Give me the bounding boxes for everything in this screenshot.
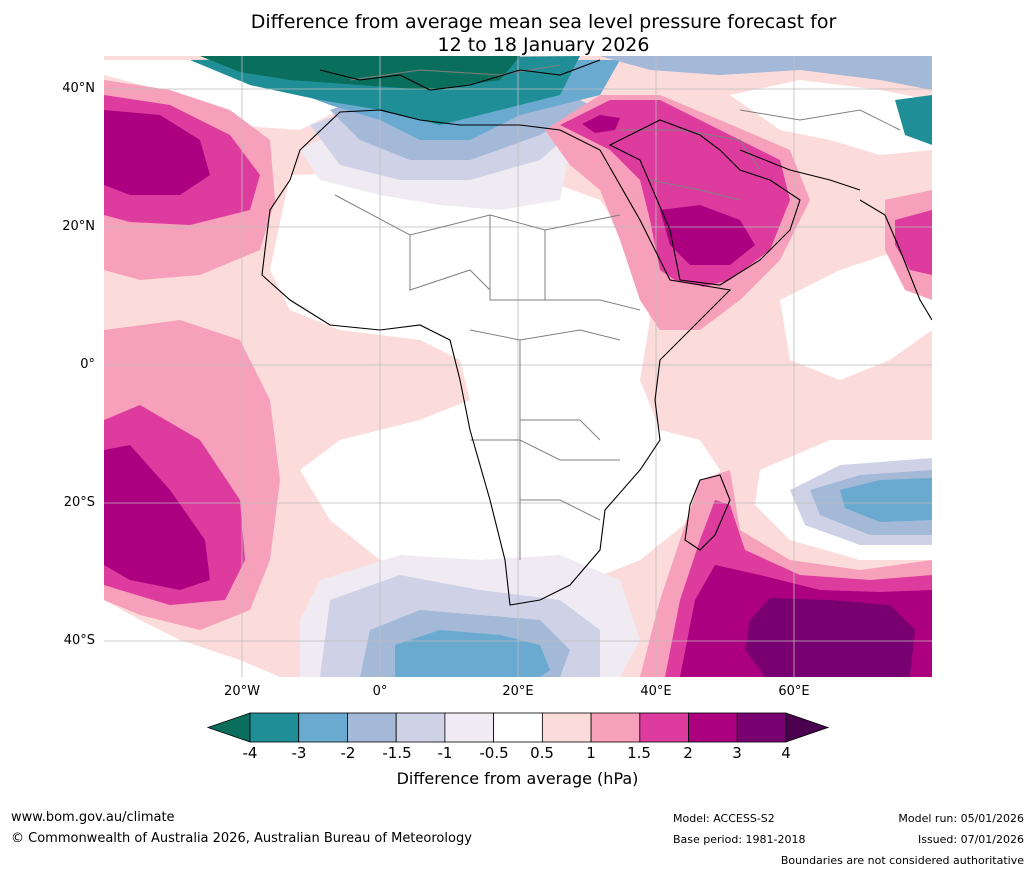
coastline-iran (739, 149, 861, 191)
colorbar-tick: 1 (586, 744, 596, 762)
border-central (469, 329, 621, 341)
country-borders (334, 64, 901, 560)
border-sudan (545, 299, 641, 311)
footer-model: Model: ACCESS-S2 (673, 812, 775, 825)
lon-label-0: 0° (372, 684, 388, 699)
contour-neg-2-south (395, 630, 550, 677)
border-botswana (520, 499, 601, 521)
contour-pos-2-levant (582, 115, 620, 133)
footer-issued: Issued: 07/01/2026 (917, 833, 1024, 846)
lat-label-40N: 40°N (62, 81, 95, 96)
contour-pos-2-south-atlantic (104, 445, 210, 590)
colorbar-tick: -1 (437, 744, 453, 762)
contour-neg-2-south-indian (840, 478, 932, 522)
contour-neg-4-europe (200, 56, 520, 90)
colorbar-segment (590, 712, 641, 743)
colorbar-segment (444, 712, 495, 743)
contour-white-south-atlantic (104, 600, 280, 677)
border-drc (519, 340, 601, 441)
colorbar-extend-low (206, 712, 251, 743)
colorbar-segment (298, 712, 348, 743)
colorbar-segment (736, 712, 787, 743)
border-angola-zambia (470, 439, 620, 461)
border-iran (739, 109, 901, 131)
contour-white-africa (270, 170, 720, 590)
contour-pos-1-horn (640, 280, 720, 330)
lon-label-20W: 20°W (224, 684, 260, 699)
colorbar-segment (688, 712, 738, 743)
colorbar-segment (347, 712, 397, 743)
contour-pos-1.5-india (895, 210, 932, 275)
border-chad (489, 215, 546, 301)
chart-title-line-2: 12 to 18 January 2026 (437, 34, 650, 56)
contour-white-central-asia (730, 80, 932, 155)
colorbar-tick: 0.5 (530, 744, 554, 762)
contour-pos-2-north-atlantic (104, 110, 210, 195)
border-europe (349, 64, 561, 81)
footer-model-run: Model run: 05/01/2026 (898, 812, 1024, 825)
colorbar-tick: 2 (683, 744, 693, 762)
border-sahel-west (409, 235, 491, 291)
colorbar-tick: -1.5 (382, 744, 412, 762)
border-arabia (649, 179, 741, 201)
colorbar-title: Difference from average (hPa) (396, 769, 639, 788)
lon-label-40E: 40°E (640, 684, 672, 699)
contour-white-india (780, 250, 932, 380)
colorbar-segment (395, 712, 446, 743)
lat-label-20S: 20°S (63, 495, 95, 510)
chart-title-line-1: Difference from average mean sea level p… (250, 11, 837, 33)
contour-pos-2-arabia (660, 205, 755, 265)
coastline-india (859, 199, 932, 321)
colorbar-segment (541, 712, 592, 743)
lon-label-20E: 20°E (502, 684, 534, 699)
colorbar-tick: 3 (732, 744, 742, 762)
contour-neg-central-asia (600, 56, 932, 90)
border-middle-east (620, 129, 761, 171)
lon-label-60E: 60°E (778, 684, 810, 699)
coastline-europe (319, 59, 601, 91)
coastline-africa (261, 109, 732, 606)
coastlines (261, 59, 932, 606)
footer-base-period: Base period: 1981-2018 (673, 833, 806, 846)
colorbar-tick: 4 (781, 744, 791, 762)
colorbar-tick: -3 (291, 744, 307, 762)
footer-copyright: © Commonwealth of Australia 2026, Austra… (11, 831, 472, 846)
footer-website: www.bom.gov.au/climate (11, 810, 175, 825)
colorbar-segment (639, 712, 689, 743)
colorbar-tick: -4 (242, 744, 258, 762)
colorbar-segment (249, 712, 300, 743)
gridlines (104, 56, 932, 677)
lat-label-40S: 40°S (63, 633, 95, 648)
coastline-arabia (608, 119, 801, 286)
lat-label-20N: 20°N (62, 219, 95, 234)
colorbar-tick: -2 (340, 744, 356, 762)
contour-pos-3-south-indian (745, 598, 915, 677)
lat-label-equator: 0° (80, 357, 95, 372)
colorbar-segment (493, 712, 543, 743)
colorbar-extend-high (785, 712, 830, 743)
colorbar-tick: -0.5 (479, 744, 509, 762)
contour-neg-caspian (895, 95, 932, 145)
footer-disclaimer: Boundaries are not considered authoritat… (780, 854, 1024, 867)
coastline-madagascar (684, 474, 731, 551)
colorbar-tick: 1.5 (627, 744, 651, 762)
